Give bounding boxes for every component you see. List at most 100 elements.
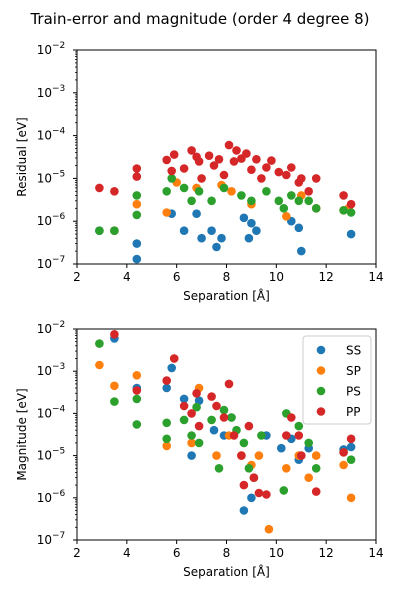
residual-point-ps <box>294 196 304 206</box>
residual-point-ps <box>110 226 119 235</box>
residual-point-pp <box>204 151 214 160</box>
residual-point-ss <box>252 226 261 235</box>
residual-point-pp <box>187 146 196 155</box>
magnitude-point-ps <box>162 418 171 428</box>
residual-x-tick-label: 12 <box>319 270 334 284</box>
residual-point-pp <box>229 157 239 166</box>
residual-point-ps <box>262 187 271 196</box>
magnitude-point-ss <box>179 394 189 404</box>
residual-x-tick-label: 4 <box>123 270 131 284</box>
magnitude-point-pp <box>339 448 348 457</box>
legend-label-pp: PP <box>346 405 360 419</box>
magnitude-x-tick-label: 4 <box>123 546 131 560</box>
magnitude-y-tick-label: 10−5 <box>37 447 66 463</box>
residual-point-pp <box>132 164 142 173</box>
magnitude-point-pp <box>346 434 356 444</box>
magnitude-point-sp <box>162 441 171 451</box>
magnitude-point-ps <box>311 464 321 473</box>
legend-marker-ss <box>316 345 326 355</box>
magnitude-point-pp <box>262 490 271 499</box>
magnitude-point-ps <box>95 339 104 348</box>
magnitude-point-ps <box>132 420 142 429</box>
magnitude-point-pp <box>229 431 239 440</box>
magnitude-point-ss <box>239 506 249 515</box>
magnitude-point-sp <box>132 371 142 380</box>
residual-point-ss <box>179 226 189 235</box>
magnitude-point-pp <box>311 487 321 496</box>
residual-y-tick-label: 10−4 <box>37 127 66 143</box>
residual-point-pp <box>297 174 306 183</box>
residual-x-tick-label: 8 <box>223 270 231 284</box>
magnitude-point-ss <box>162 383 171 393</box>
residual-point-pp <box>110 187 119 196</box>
magnitude-x-tick-label: 12 <box>319 546 334 560</box>
residual-axes-frame <box>76 49 377 265</box>
magnitude-point-pp <box>224 379 234 389</box>
magnitude-point-ps <box>110 397 119 406</box>
residual-point-ps <box>311 204 321 213</box>
residual-point-ss <box>239 213 249 223</box>
residual-point-ss <box>244 233 254 243</box>
magnitude-point-ss <box>187 451 196 460</box>
magnitude-point-pp <box>192 389 201 398</box>
magnitude-point-ps <box>132 394 142 404</box>
residual-point-ps <box>207 196 216 206</box>
residual-x-tick-label: 10 <box>269 270 284 284</box>
magnitude-point-ss <box>209 425 219 435</box>
residual-point-ps <box>194 187 204 196</box>
residual-point-ss <box>297 246 306 256</box>
residual-point-sp <box>132 199 142 209</box>
magnitude-point-ps <box>346 455 356 465</box>
residual-point-ps <box>179 183 189 193</box>
magnitude-x-tick-label: 2 <box>73 546 81 560</box>
legend-marker-pp <box>316 407 326 416</box>
magnitude-point-pp <box>207 392 216 401</box>
magnitude-point-pp <box>294 431 304 440</box>
residual-point-ps <box>247 196 256 206</box>
magnitude-point-ss <box>167 363 176 373</box>
magnitude-y-tick-label: 10−2 <box>37 320 66 336</box>
residual-point-ps <box>95 226 104 235</box>
magnitude-point-ps <box>257 431 266 440</box>
residual-point-pp <box>262 163 271 172</box>
magnitude-y-ticks: 10−7 10−6 10−5 10−4 10−3 10−2 <box>37 320 77 547</box>
magnitude-point-sp <box>110 381 119 391</box>
magnitude-point-pp <box>244 421 254 431</box>
magnitude-point-pp <box>282 431 291 440</box>
residual-point-pp <box>339 191 348 200</box>
residual-y-tick-label: 10−6 <box>37 212 66 228</box>
magnitude-point-ps <box>304 438 314 448</box>
residual-y-tick-label: 10−7 <box>37 255 66 271</box>
residual-y-tick-label: 10−5 <box>37 169 66 185</box>
magnitude-point-sp <box>282 464 291 473</box>
magnitude-point-sp <box>339 460 348 470</box>
magnitude-point-sp <box>346 493 356 503</box>
residual-x-ticks: 2 4 6 8 10 12 14 <box>73 264 384 284</box>
residual-point-pp <box>224 140 234 150</box>
magnitude-point-ss <box>247 493 256 503</box>
legend-label-ss: SS <box>346 344 361 358</box>
residual-points <box>95 140 356 264</box>
magnitude-point-pp <box>162 376 171 385</box>
residual-point-pp <box>162 155 171 165</box>
magnitude-point-ps <box>279 486 289 495</box>
magnitude-x-tick-label: 8 <box>223 546 231 560</box>
residual-point-sp <box>162 208 171 217</box>
residual-point-pp <box>267 156 276 165</box>
magnitude-point-pp <box>110 330 119 339</box>
residual-point-pp <box>247 165 256 174</box>
magnitude-point-ps <box>227 413 236 422</box>
residual-point-pp <box>95 183 104 193</box>
residual-point-pp <box>304 187 314 196</box>
residual-point-pp <box>219 170 229 180</box>
magnitude-y-tick-label: 10−6 <box>37 489 66 505</box>
magnitude-point-ps <box>219 405 229 415</box>
magnitude-x-tick-label: 14 <box>368 546 383 560</box>
residual-x-tick-label: 6 <box>173 270 181 284</box>
legend-marker-ps <box>316 386 326 396</box>
residual-point-pp <box>257 174 266 183</box>
magnitude-point-ps <box>244 464 254 473</box>
magnitude-y-tick-label: 10−4 <box>37 404 66 420</box>
residual-point-pp <box>242 149 251 158</box>
residual-point-pp <box>197 174 206 183</box>
